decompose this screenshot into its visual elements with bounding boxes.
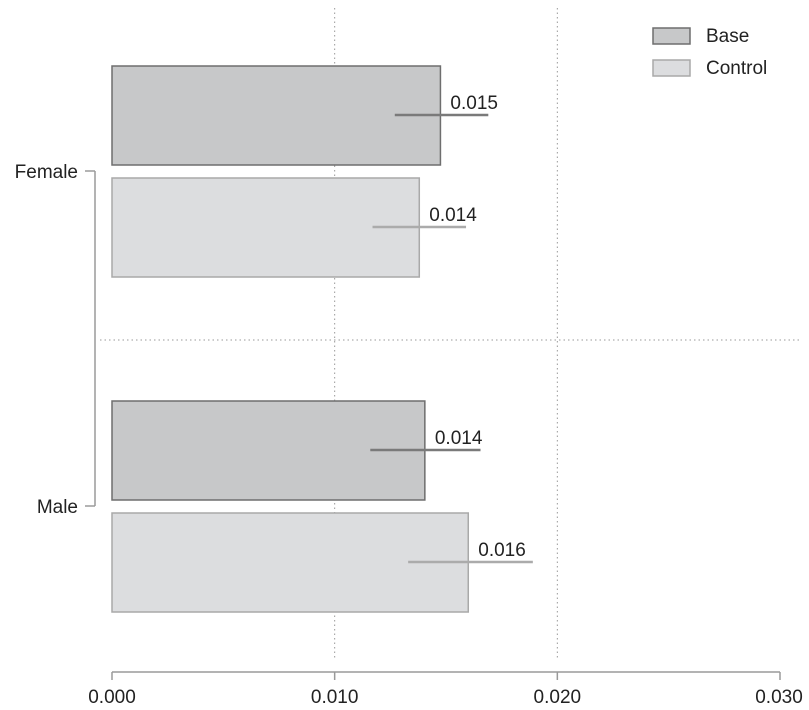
x-tick-label-3: 0.030: [755, 687, 803, 708]
bar-female-base: [111, 65, 442, 166]
legend-swatch-base: [652, 27, 691, 45]
y-tick-label-female: Female: [15, 162, 78, 183]
x-tick-label-2: 0.020: [534, 687, 582, 708]
y-tick-label-male: Male: [37, 497, 78, 518]
legend-swatch-control: [652, 59, 691, 77]
x-tick-label-0: 0.000: [88, 687, 136, 708]
legend-label-base: Base: [706, 26, 749, 47]
x-tick-label-1: 0.010: [311, 687, 359, 708]
axis-layer: Female Male 0.000 0.010 0.020 0.030: [15, 162, 803, 708]
legend: Base Control: [652, 26, 767, 79]
value-label-female-base: 0.015: [450, 93, 498, 114]
value-label-female-control: 0.014: [429, 205, 477, 226]
value-label-male-control: 0.016: [478, 540, 526, 561]
bars-layer: 0.015 0.014 0.014 0.016: [111, 65, 533, 613]
value-label-male-base: 0.014: [435, 428, 483, 449]
legend-label-control: Control: [706, 58, 767, 79]
